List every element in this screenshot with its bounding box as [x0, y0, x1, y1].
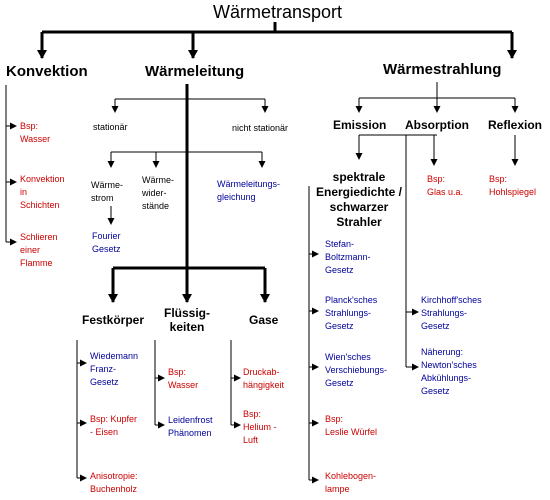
festkoerper-label: Festkörper: [82, 313, 145, 327]
festkoerper-item: Wiedemann Franz- Gesetz: [90, 351, 139, 387]
emission-label: Emission: [333, 118, 387, 132]
fluessigkeiten-item: Leidenfrost Phänomen: [168, 415, 213, 438]
waermeleitung-label: Wärmeleitung: [145, 63, 245, 80]
konvektion-item: Schlieren einer Flamme: [20, 232, 58, 268]
waermeleitungsgleichung-label: Wärmeleitungs- gleichung: [217, 179, 281, 202]
stationaer-label: stationär: [93, 122, 128, 132]
spektral-item: Bsp: Leslie Würfel: [325, 414, 378, 437]
gase-item: Druckab- hängigkeit: [243, 367, 285, 390]
fourier-gesetz-label: Fourier Gesetz: [92, 231, 121, 254]
waermestrom-label: Wärme- strom: [91, 180, 123, 203]
festkoerper-item: Anisotropie: Buchenholz: [90, 471, 138, 494]
waermestrahlung-label: Wärmestrahlung: [383, 61, 502, 78]
konvektion-item: Konvektion in Schichten: [20, 174, 65, 210]
fluessigkeiten-label: Flüssig- keiten: [164, 306, 211, 334]
spektral-item: Planck'sches Strahlungs- Gesetz: [325, 295, 378, 331]
reflexion-label: Reflexion: [488, 118, 543, 132]
nicht-stationaer-label: nicht stationär: [232, 123, 289, 133]
absorption-item: Kirchhoff'sches Strahlungs- Gesetz: [421, 295, 482, 331]
festkoerper-item: Bsp: Kupfer - Eisen: [90, 414, 138, 437]
hohlspiegel-example: Bsp: Hohlspiegel: [489, 174, 537, 197]
spektral-item: Wien'sches Verschiebungs- Gesetz: [325, 352, 388, 388]
diagram-title: Wärmetransport: [213, 2, 343, 22]
absorption-label: Absorption: [405, 118, 469, 132]
fluessigkeiten-item: Bsp: Wasser: [168, 367, 199, 390]
konvektion-label: Konvektion: [6, 63, 88, 80]
gase-item: Bsp: Helium - Luft: [243, 409, 277, 445]
absorption-item: Näherung: Newton'sches Abkühlungs- Geset…: [421, 347, 477, 396]
waermewiderstaende-label: Wärme- wider- stände: [142, 175, 174, 211]
gase-label: Gase: [249, 313, 279, 327]
konvektion-item: Bsp: Wasser: [20, 121, 51, 144]
spektral-item: Kohlebogen- lampe: [325, 471, 377, 494]
spektral-item: Stefan- Boltzmann- Gesetz: [325, 239, 371, 275]
spektrale-energiedichte-label: spektrale Energiedichte / schwarzer Stra…: [315, 170, 403, 229]
glas-example: Bsp: Glas u.a.: [427, 174, 464, 197]
